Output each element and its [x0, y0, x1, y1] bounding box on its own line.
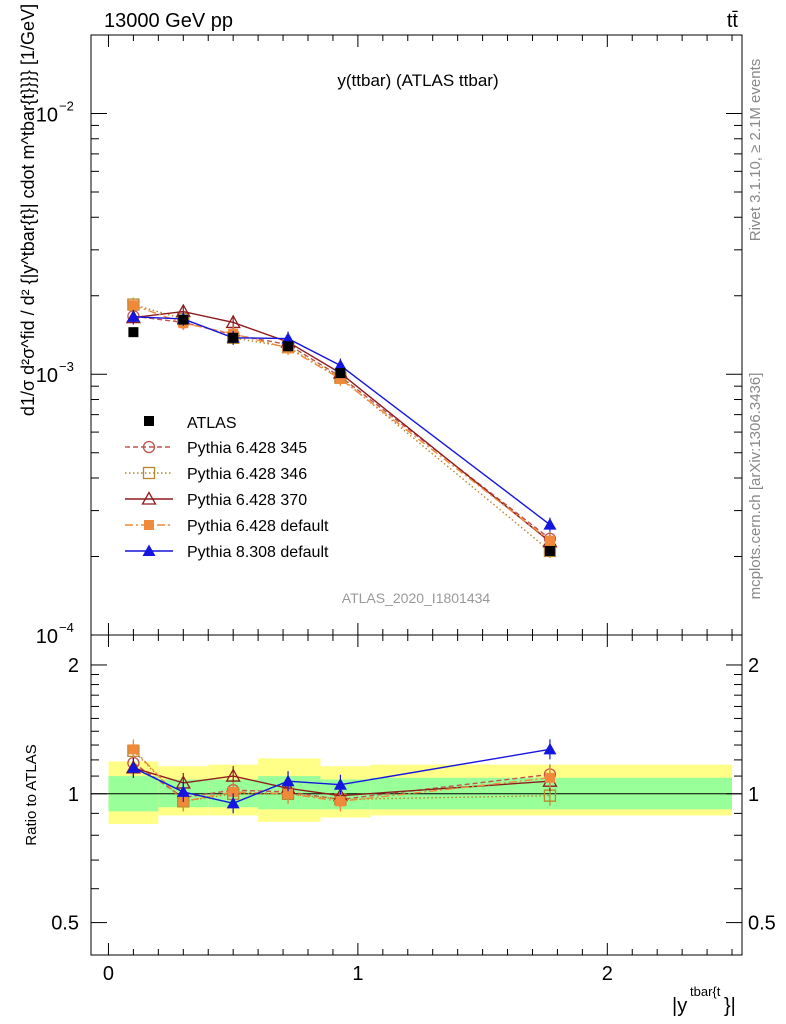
- ratio-tick-label-right: 1: [748, 784, 759, 806]
- rivet-label: Rivet 3.1.10, ≥ 2.1M events: [747, 59, 764, 242]
- y-tick-label: 10: [36, 626, 58, 648]
- y-tick-exponent: −2: [59, 98, 74, 113]
- data-point: [283, 341, 294, 352]
- series-line-main: [133, 316, 551, 526]
- ratio-frame: [90, 634, 743, 956]
- series-point: [281, 332, 295, 344]
- header-energy: 13000 GeV pp: [104, 10, 233, 32]
- series-line-ratio: [132, 750, 550, 803]
- x-axis-label-tail: }|: [724, 995, 736, 1017]
- ratio-y-axis-label: Ratio to ATLAS: [23, 744, 40, 845]
- legend-marker: [142, 544, 156, 556]
- axes: 0 1 210−410−310 −20.5 0.51 12 2: [36, 34, 776, 985]
- legend-label: Pythia 6.428 370: [187, 492, 307, 509]
- legend-marker: [141, 491, 157, 505]
- legend-label-atlas: ATLAS: [187, 415, 237, 432]
- ratio-point: [126, 761, 140, 773]
- ratio-point: [333, 778, 347, 790]
- data-point: [335, 368, 346, 379]
- ratio-point: [281, 774, 295, 787]
- series-point: [333, 359, 347, 371]
- watermark: ATLAS_2020_I1801434: [342, 590, 491, 606]
- series-layer: [125, 297, 558, 814]
- series-point: [544, 535, 555, 546]
- x-tick-label: 2: [602, 963, 613, 985]
- x-axis-label-sup: tbar{t: [690, 984, 721, 999]
- x-axis-label-main: |y: [672, 995, 687, 1017]
- legend-label: Pythia 6.428 default: [187, 518, 329, 535]
- legend-marker: [142, 440, 156, 454]
- x-axis-label: |y tbar{t }|: [672, 984, 736, 1017]
- data-point: [178, 314, 189, 325]
- series-line-main: [133, 315, 551, 540]
- ratio-point: [225, 768, 241, 782]
- data-point: [228, 332, 239, 343]
- legend-marker-atlas: [144, 416, 154, 426]
- data-point: [544, 545, 555, 556]
- y-tick-label: 10: [36, 104, 58, 126]
- legend-label: Pythia 8.308 default: [187, 544, 329, 561]
- plot-title: y(ttbar) (ATLAS ttbar): [337, 71, 498, 90]
- series-point: [335, 373, 346, 384]
- series-line-ratio: [133, 767, 550, 797]
- series-line-main: [133, 310, 551, 543]
- series-line-ratio: [133, 748, 551, 805]
- legend-label: Pythia 6.428 345: [187, 440, 307, 457]
- series-point: [543, 518, 557, 530]
- ratio-point: [543, 742, 557, 755]
- ratio-point: [335, 796, 346, 807]
- legend: ATLAS Pythia 6.428 345 Pythia 6.428 346 Pyt…: [125, 415, 329, 561]
- ratio-point: [226, 796, 240, 809]
- series-point: [126, 310, 140, 322]
- y-tick-exponent: −4: [59, 620, 74, 635]
- ratio-tick-label: 1: [68, 784, 79, 806]
- x-tick-label: 1: [352, 963, 363, 985]
- ratio-tick-label-right: 0.5: [748, 913, 776, 935]
- ratio-tick-label: 0.5: [51, 913, 79, 935]
- legend-label: Pythia 6.428 346: [187, 466, 307, 483]
- series-line-main: [133, 304, 551, 542]
- y-axis-label: d1/σ d²σ^fid / d² {|y^tbar{t}| cdot m^tb…: [18, 4, 38, 416]
- series-line-main: [133, 303, 551, 552]
- legend-marker: [142, 466, 156, 480]
- legend-marker: [144, 520, 154, 530]
- series-atlas-data: [128, 314, 555, 556]
- ratio-tick-label: 2: [68, 655, 79, 677]
- series-point: [128, 300, 139, 311]
- ratio-tick-label-right: 2: [748, 655, 759, 677]
- ratio-point: [176, 785, 190, 797]
- series-pythia-8-308-default: [126, 309, 557, 814]
- uncertainty-bands: [108, 758, 733, 824]
- y-tick-exponent: −3: [59, 359, 74, 374]
- data-point: [128, 327, 139, 338]
- x-tick-label: 0: [103, 963, 114, 985]
- mcplots-label: mcplots.cern.ch [arXiv:1306.3436]: [747, 373, 764, 600]
- y-tick-label: 10: [36, 365, 58, 387]
- ratio-point: [128, 744, 139, 755]
- ratio-point: [544, 772, 555, 783]
- ratio-point: [228, 786, 239, 797]
- header-process: tt̄: [727, 10, 739, 32]
- ratio-point: [283, 788, 294, 799]
